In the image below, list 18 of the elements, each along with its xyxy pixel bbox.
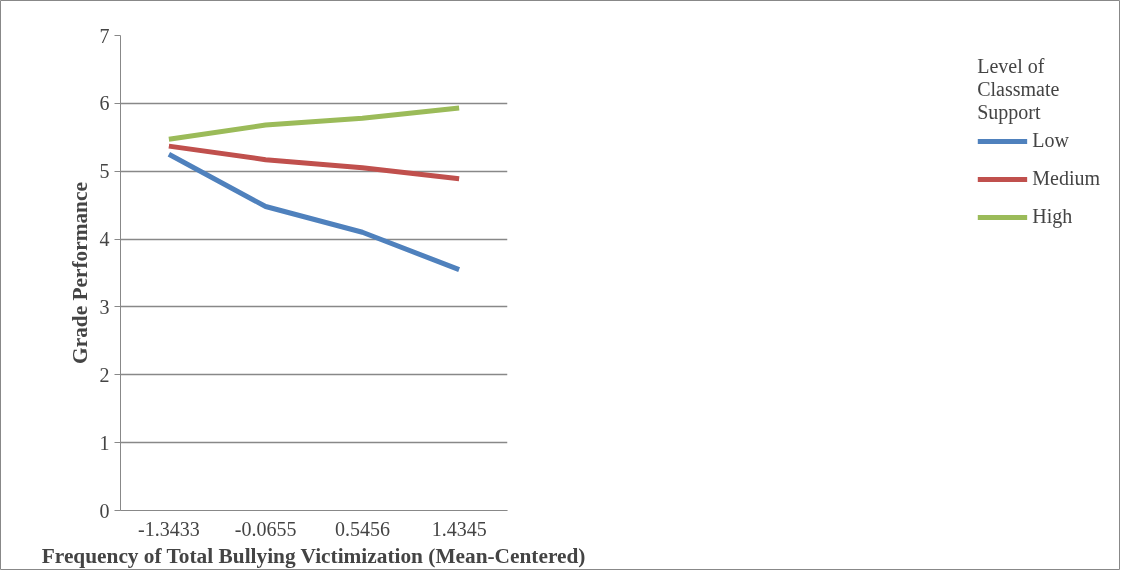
y-axis-title: Grade Performance: [67, 182, 92, 364]
y-tick-label: 3: [99, 295, 110, 318]
y-tick-label: 6: [99, 92, 110, 115]
legend-label: High: [1032, 205, 1073, 228]
x-tick-label: -0.0655: [234, 517, 297, 540]
y-tick-label: 7: [99, 24, 110, 47]
x-tick-label: 0.5456: [334, 517, 390, 540]
x-axis-title: Frequency of Total Bullying Victimization (Mean-Centered): [41, 543, 586, 568]
legend-label: Low: [1032, 129, 1069, 152]
y-tick-label: 0: [99, 499, 110, 522]
y-tick-label: 4: [99, 228, 110, 251]
y-tick-label: 1: [99, 431, 110, 454]
legend-label: Medium: [1032, 167, 1100, 190]
x-tick-label: -1.3433: [138, 517, 200, 540]
y-tick-label: 5: [99, 160, 110, 183]
x-tick-label: 1.4345: [431, 517, 487, 540]
y-tick-label: 2: [99, 363, 110, 386]
legend-title: Level of Classmate Support: [977, 55, 1061, 124]
